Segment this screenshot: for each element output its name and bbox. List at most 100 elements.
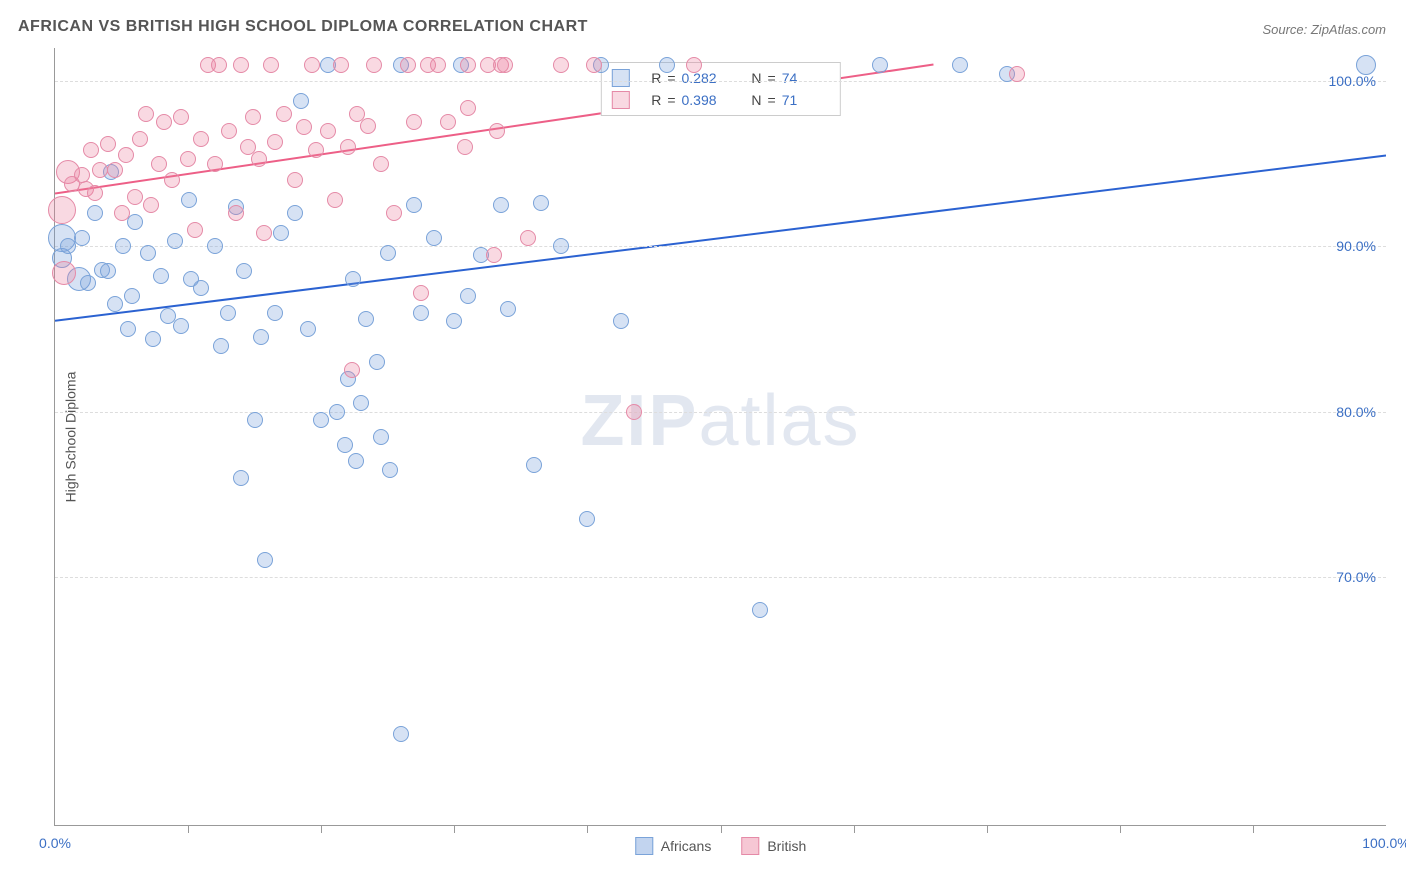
scatter-point	[80, 275, 96, 291]
scatter-point	[118, 147, 134, 163]
scatter-point	[48, 196, 76, 224]
scatter-point	[193, 131, 209, 147]
scatter-point	[296, 119, 312, 135]
scatter-point	[213, 338, 229, 354]
scatter-point	[124, 288, 140, 304]
scatter-point	[151, 156, 167, 172]
scatter-point	[245, 109, 261, 125]
scatter-point	[1009, 66, 1025, 82]
scatter-point	[107, 162, 123, 178]
legend-swatch	[611, 91, 629, 109]
scatter-point	[1356, 55, 1376, 75]
scatter-point	[460, 57, 476, 73]
legend-eq: =	[667, 92, 675, 108]
scatter-point	[115, 238, 131, 254]
scatter-point	[386, 205, 402, 221]
scatter-point	[143, 197, 159, 213]
scatter-point	[333, 57, 349, 73]
scatter-point	[207, 156, 223, 172]
scatter-point	[382, 462, 398, 478]
scatter-point	[247, 412, 263, 428]
trend-line	[55, 155, 1386, 320]
scatter-point	[140, 245, 156, 261]
scatter-point	[251, 151, 267, 167]
scatter-point	[211, 57, 227, 73]
y-tick-label: 100.0%	[1329, 73, 1376, 89]
scatter-point	[83, 142, 99, 158]
legend-n-value: 74	[782, 70, 830, 86]
plot-area: High School Diploma ZIPatlas R = 0.282N …	[54, 48, 1386, 826]
scatter-point	[460, 288, 476, 304]
source-attribution: Source: ZipAtlas.com	[1262, 22, 1386, 37]
scatter-point	[233, 470, 249, 486]
scatter-point	[533, 195, 549, 211]
scatter-point	[187, 222, 203, 238]
legend-r-value: 0.282	[682, 70, 730, 86]
scatter-point	[393, 726, 409, 742]
scatter-point	[276, 106, 292, 122]
scatter-point	[220, 305, 236, 321]
scatter-point	[337, 437, 353, 453]
scatter-point	[526, 457, 542, 473]
scatter-point	[153, 268, 169, 284]
legend-series-label: Africans	[661, 838, 712, 854]
grid-line	[55, 81, 1386, 82]
scatter-point	[486, 247, 502, 263]
grid-line	[55, 246, 1386, 247]
scatter-point	[52, 261, 76, 285]
scatter-point	[500, 301, 516, 317]
scatter-point	[120, 321, 136, 337]
scatter-point	[553, 57, 569, 73]
scatter-point	[156, 114, 172, 130]
legend-swatch	[741, 837, 759, 855]
x-tick	[854, 825, 855, 833]
watermark: ZIPatlas	[580, 380, 860, 462]
scatter-point	[173, 109, 189, 125]
scatter-point	[87, 205, 103, 221]
scatter-point	[267, 305, 283, 321]
legend-correlation-box: R = 0.282N = 74R = 0.398N = 71	[600, 62, 840, 116]
scatter-point	[413, 305, 429, 321]
scatter-point	[132, 131, 148, 147]
scatter-point	[228, 205, 244, 221]
legend-swatch	[635, 837, 653, 855]
scatter-point	[373, 429, 389, 445]
scatter-point	[345, 271, 361, 287]
scatter-point	[457, 139, 473, 155]
watermark-light: atlas	[698, 381, 860, 461]
scatter-point	[426, 230, 442, 246]
legend-n-label: N	[736, 92, 762, 108]
scatter-point	[308, 142, 324, 158]
scatter-point	[263, 57, 279, 73]
y-axis-label: High School Diploma	[62, 371, 78, 502]
scatter-point	[74, 230, 90, 246]
scatter-point	[273, 225, 289, 241]
x-tick-label: 0.0%	[39, 835, 71, 851]
scatter-point	[287, 172, 303, 188]
legend-series-label: British	[767, 838, 806, 854]
scatter-point	[233, 57, 249, 73]
grid-line	[55, 577, 1386, 578]
scatter-point	[300, 321, 316, 337]
legend-n-value: 71	[782, 92, 830, 108]
scatter-point	[256, 225, 272, 241]
scatter-point	[872, 57, 888, 73]
scatter-point	[659, 57, 675, 73]
scatter-point	[686, 57, 702, 73]
scatter-point	[344, 362, 360, 378]
y-tick-label: 80.0%	[1336, 404, 1376, 420]
scatter-point	[87, 185, 103, 201]
legend-r-value: 0.398	[682, 92, 730, 108]
scatter-point	[952, 57, 968, 73]
scatter-point	[329, 404, 345, 420]
scatter-point	[207, 238, 223, 254]
legend-eq: =	[768, 70, 776, 86]
scatter-point	[406, 197, 422, 213]
x-tick	[454, 825, 455, 833]
scatter-point	[221, 123, 237, 139]
scatter-point	[167, 233, 183, 249]
scatter-point	[267, 134, 283, 150]
scatter-point	[400, 57, 416, 73]
scatter-point	[613, 313, 629, 329]
scatter-point	[253, 329, 269, 345]
